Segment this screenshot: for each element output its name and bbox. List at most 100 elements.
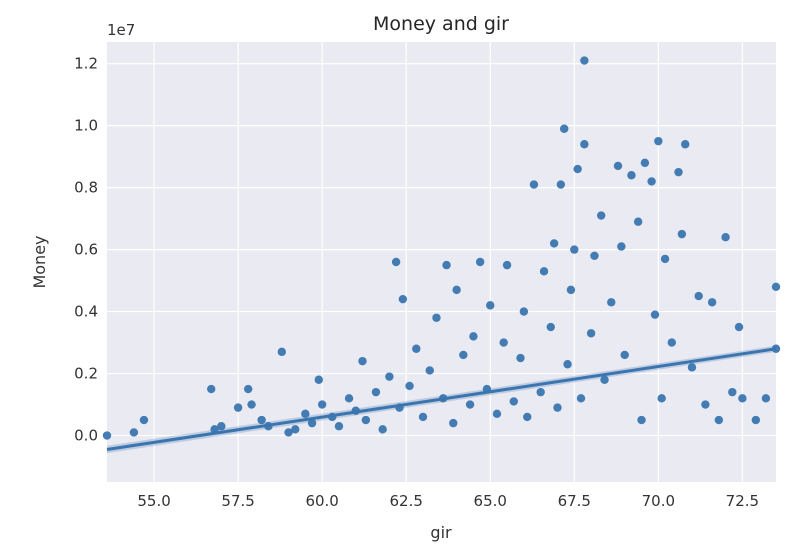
data-point [640, 158, 650, 168]
data-point [257, 415, 266, 425]
data-point [771, 282, 781, 291]
tick-labels: 55.0 57.5 60.0 62.5 65.0 67.5 70.0 72.5 0.0 0.2 0.… [74, 55, 759, 510]
data-point [590, 251, 599, 261]
y-tick-label: 0.8 [74, 179, 98, 197]
data-point [334, 422, 344, 431]
regression-line [106, 347, 777, 451]
data-point [751, 415, 761, 425]
data-point [412, 344, 421, 353]
data-point [627, 171, 636, 180]
data-point [284, 428, 293, 437]
data-point [502, 260, 512, 270]
data-point [452, 285, 461, 295]
data-point [371, 387, 381, 397]
data-point [247, 400, 256, 409]
data-point [523, 412, 532, 422]
data-point [570, 245, 579, 254]
data-point [425, 366, 434, 375]
data-point [607, 298, 616, 307]
data-point [613, 161, 623, 171]
data-point [560, 124, 569, 133]
data-point [469, 332, 478, 341]
data-point [674, 167, 683, 177]
y-tick-label: 0.2 [74, 365, 98, 383]
x-tick-label: 55.0 [137, 492, 170, 510]
data-point [667, 338, 676, 347]
data-point [539, 267, 549, 276]
data-point [728, 387, 737, 397]
data-point [617, 242, 626, 251]
data-point [580, 56, 589, 65]
data-point [358, 356, 367, 366]
data-point [465, 400, 475, 409]
data-point [391, 257, 401, 267]
x-axis-label: gir [430, 523, 452, 542]
data-point [139, 415, 149, 425]
data-point [519, 307, 529, 316]
data-point [681, 140, 690, 149]
data-point [449, 418, 458, 428]
grid-lines [107, 42, 776, 482]
data-point [563, 360, 572, 369]
chart-title: Money and gir [373, 13, 509, 35]
data-point [596, 211, 606, 220]
data-point [475, 257, 485, 267]
data-point [344, 394, 354, 403]
data-point [694, 291, 703, 301]
data-point [701, 400, 710, 409]
data-point [556, 180, 566, 189]
data-point [442, 260, 451, 270]
data-point [405, 381, 414, 391]
data-point [553, 403, 562, 412]
data-point [492, 409, 502, 419]
data-point [385, 372, 394, 381]
data-point [314, 375, 323, 384]
data-point [459, 350, 468, 360]
data-point [291, 425, 300, 434]
data-point [677, 229, 687, 239]
data-point [398, 294, 408, 304]
data-point [721, 233, 730, 242]
data-point [432, 313, 441, 322]
x-tick-label: 65.0 [474, 492, 507, 510]
data-point [207, 384, 216, 394]
y-axis-label: Money [30, 235, 49, 288]
data-point [129, 428, 139, 437]
data-point [647, 177, 656, 186]
plot-area [107, 42, 776, 482]
data-point [707, 298, 717, 307]
data-point [529, 180, 539, 189]
data-point [509, 397, 518, 406]
x-tick-label: 60.0 [305, 492, 338, 510]
data-point [217, 422, 226, 431]
x-tick-label: 62.5 [389, 492, 422, 510]
data-point [486, 301, 495, 310]
y-tick-label: 1.2 [74, 55, 98, 73]
data-point [516, 353, 525, 363]
data-point [301, 409, 310, 419]
data-point [654, 136, 663, 146]
y-tick-label: 1.0 [74, 117, 98, 135]
data-point [233, 403, 243, 412]
x-tick-label: 72.5 [726, 492, 759, 510]
x-tick-label: 67.5 [558, 492, 591, 510]
data-point [620, 350, 629, 360]
y-tick-label: 0.0 [74, 427, 98, 445]
data-point [243, 384, 253, 394]
data-point [738, 394, 747, 403]
y-tick-label: 0.4 [74, 303, 98, 321]
data-point [536, 387, 545, 397]
data-point [633, 217, 643, 226]
x-tick-label: 57.5 [221, 492, 254, 510]
data-point [580, 140, 589, 149]
data-point [714, 415, 724, 425]
data-point [660, 254, 670, 264]
data-point [378, 425, 387, 434]
data-point [734, 322, 744, 332]
data-point [600, 375, 609, 384]
data-point [650, 310, 660, 319]
data-point [657, 394, 666, 403]
data-point [566, 285, 576, 295]
data-point [277, 347, 287, 357]
data-point [576, 394, 586, 403]
